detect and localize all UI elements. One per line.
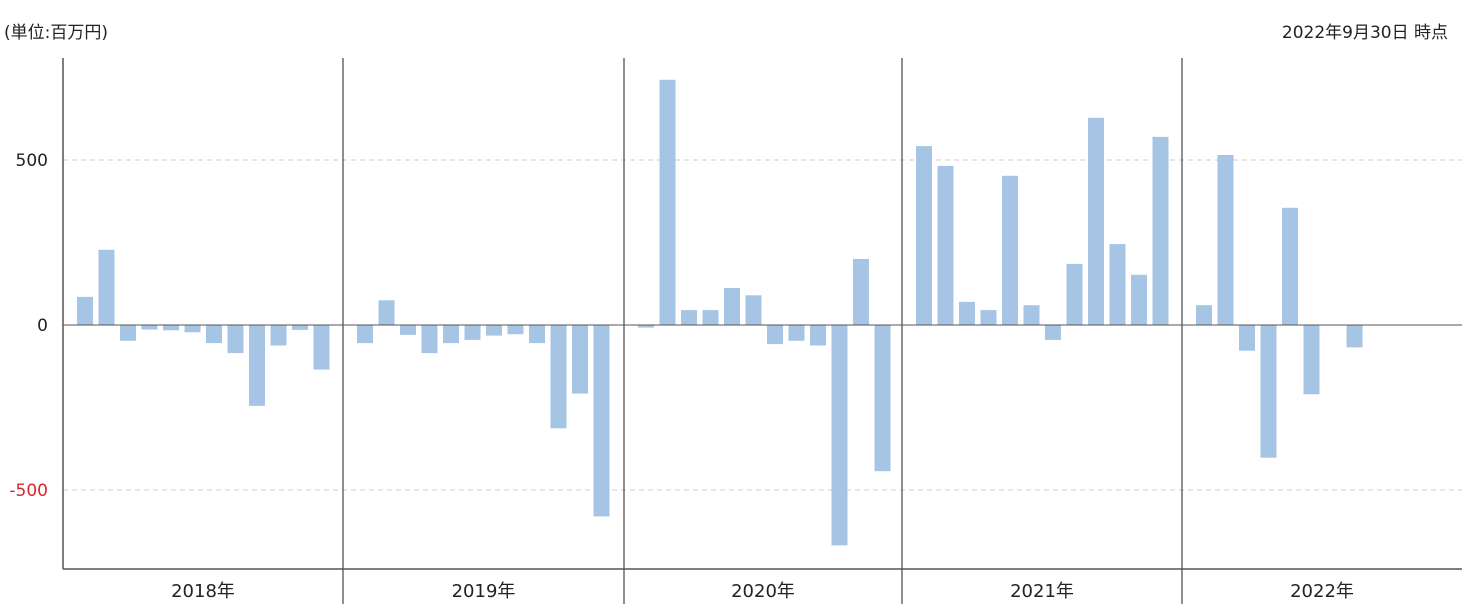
bar: [659, 79, 676, 325]
y-tick-label: 500: [16, 151, 48, 171]
x-group-label: 2018年: [171, 581, 235, 602]
bar: [916, 146, 932, 325]
y-tick-label: 0: [37, 316, 48, 336]
bar: [313, 325, 330, 370]
bar: [1303, 325, 1320, 395]
bar: [724, 288, 740, 325]
bar: [810, 325, 826, 346]
bar: [507, 325, 524, 335]
y-tick-label: -500: [9, 481, 48, 501]
bar: [400, 325, 416, 335]
labels: 500 0 -500 2018年 2019年 2020年 2021年 2022年: [9, 151, 1354, 602]
bar: [227, 325, 244, 354]
bar: [1196, 305, 1212, 325]
bar: [1066, 263, 1083, 325]
x-group-label: 2020年: [731, 581, 795, 602]
bar: [959, 301, 975, 325]
bar: [638, 325, 654, 328]
bar: [831, 325, 848, 546]
bar: [1260, 325, 1277, 458]
x-group-label: 2022年: [1290, 581, 1354, 602]
as-of-date-label: 2022年9月30日 時点: [1281, 23, 1448, 43]
bar: [681, 310, 697, 325]
bar: [421, 325, 438, 354]
bar: [141, 325, 158, 330]
bar: [874, 325, 891, 472]
bar: [745, 295, 762, 325]
bar: [980, 310, 997, 325]
unit-label: (単位:百万円): [4, 23, 108, 43]
bar: [702, 310, 719, 325]
bar: [1282, 207, 1298, 325]
bar: [1045, 325, 1061, 340]
bar: [788, 325, 805, 341]
bar: [1346, 325, 1363, 348]
bar: [1002, 175, 1018, 325]
bar: [1109, 244, 1126, 325]
bar: [77, 296, 93, 325]
x-group-label: 2019年: [452, 581, 516, 602]
bar: [1152, 136, 1169, 325]
bar: [1131, 274, 1147, 325]
bar: [767, 325, 783, 345]
bar: [378, 300, 395, 326]
bar: [853, 259, 869, 325]
bar: [937, 165, 954, 325]
bar: [249, 325, 265, 406]
bar: [464, 325, 481, 340]
bar: [357, 325, 373, 344]
bar: [550, 325, 567, 429]
bars: [77, 79, 1363, 546]
bar: [443, 325, 459, 344]
x-group-label: 2021年: [1010, 581, 1074, 602]
bar: [486, 325, 502, 336]
bar: [270, 325, 287, 346]
bar: [1088, 117, 1104, 325]
axes: [62, 58, 1462, 604]
bar: [1217, 155, 1234, 325]
bar: [292, 325, 308, 330]
bar: [593, 325, 610, 517]
bar: [1023, 305, 1040, 325]
bar: [98, 249, 115, 325]
bar: [1239, 325, 1255, 351]
bar: [529, 325, 545, 344]
bar: [120, 325, 136, 341]
bar: [163, 325, 179, 331]
bar: [572, 325, 588, 394]
bar: [206, 325, 222, 344]
bar: [184, 325, 201, 333]
